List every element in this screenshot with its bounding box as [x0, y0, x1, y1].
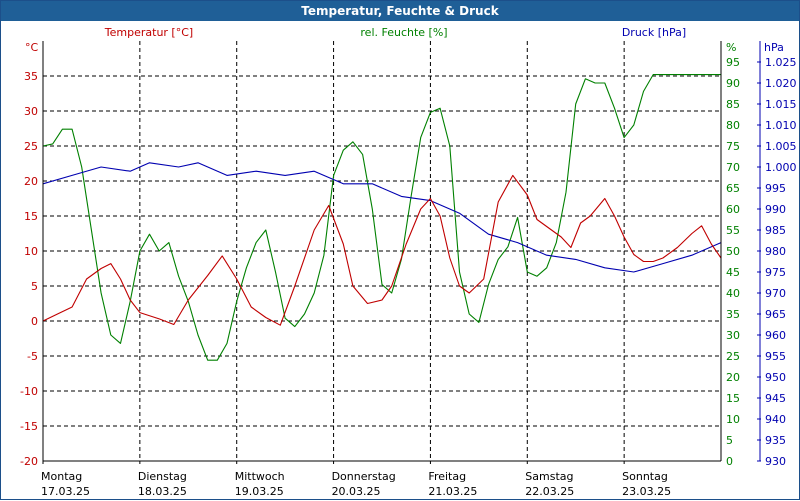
humidity-unit: %: [726, 41, 736, 54]
humidity-axis-label: rel. Feuchte [%]: [360, 26, 447, 39]
humidity-tick-label: 55: [726, 224, 740, 237]
x-tick-day: Mittwoch: [235, 470, 285, 483]
grid: [43, 41, 721, 461]
temperature-tick-label: 20: [24, 175, 38, 188]
x-tick-day: Dienstag: [138, 470, 187, 483]
pressure-tick-label: 970: [765, 287, 786, 300]
pressure-tick-label: 990: [765, 203, 786, 216]
series-line-temperature: [42, 174, 722, 326]
x-tick-date: 17.03.25: [41, 485, 90, 498]
x-tick-date: 20.03.25: [332, 485, 381, 498]
x-tick-day: Montag: [41, 470, 82, 483]
series-line-humidity: [42, 74, 721, 361]
humidity-tick-label: 60: [726, 203, 740, 216]
x-tick-day: Freitag: [428, 470, 466, 483]
pressure-tick-label: 975: [765, 266, 786, 279]
humidity-tick-label: 25: [726, 350, 740, 363]
pressure-tick-label: 1.000: [765, 161, 797, 174]
window-title: Temperatur, Feuchte & Druck: [1, 1, 799, 21]
temperature-unit: °C: [25, 41, 39, 54]
temperature-tick-label: -15: [20, 420, 38, 433]
axis-layer: -20 -15 -10 -5 0 5 10 15 20 25 30 35 0 5 10 15 20 25 30 35 4…: [20, 26, 796, 498]
x-tick-date: 23.03.25: [622, 485, 671, 498]
pressure-tick-label: 955: [765, 350, 786, 363]
humidity-tick-label: 0: [726, 455, 733, 468]
pressure-tick-label: 980: [765, 245, 786, 258]
temperature-tick-label: 0: [31, 315, 38, 328]
temperature-tick-label: -10: [20, 385, 38, 398]
x-tick-date: 19.03.25: [235, 485, 284, 498]
pressure-axis-label: Druck [hPa]: [622, 26, 686, 39]
temperature-tick-label: -20: [20, 455, 38, 468]
humidity-tick-label: 20: [726, 371, 740, 384]
humidity-tick-label: 5: [726, 434, 733, 447]
humidity-tick-label: 45: [726, 266, 740, 279]
temperature-axis-label: Temperatur [°C]: [104, 26, 193, 39]
series-layer: [42, 74, 722, 361]
pressure-tick-label: 960: [765, 329, 786, 342]
humidity-tick-label: 15: [726, 392, 740, 405]
pressure-tick-label: 945: [765, 392, 786, 405]
humidity-tick-label: 50: [726, 245, 740, 258]
pressure-tick-label: 1.010: [765, 119, 797, 132]
x-tick-date: 21.03.25: [428, 485, 477, 498]
pressure-tick-label: 965: [765, 308, 786, 321]
humidity-tick-label: 85: [726, 98, 740, 111]
humidity-tick-label: 70: [726, 161, 740, 174]
pressure-unit: hPa: [764, 41, 784, 54]
humidity-tick-label: 40: [726, 287, 740, 300]
temperature-tick-label: 10: [24, 245, 38, 258]
humidity-tick-label: 95: [726, 56, 740, 69]
temperature-tick-label: 15: [24, 210, 38, 223]
pressure-tick-label: 1.005: [765, 140, 797, 153]
humidity-tick-label: 65: [726, 182, 740, 195]
temperature-tick-label: 35: [24, 70, 38, 83]
x-tick-day: Samstag: [525, 470, 573, 483]
pressure-tick-label: 950: [765, 371, 786, 384]
humidity-tick-label: 90: [726, 77, 740, 90]
pressure-tick-label: 930: [765, 455, 786, 468]
humidity-tick-label: 35: [726, 308, 740, 321]
x-tick-day: Sonntag: [622, 470, 668, 483]
humidity-tick-label: 30: [726, 329, 740, 342]
pressure-tick-label: 985: [765, 224, 786, 237]
humidity-tick-label: 75: [726, 140, 740, 153]
series-line-pressure: [42, 162, 722, 273]
pressure-tick-label: 1.020: [765, 77, 797, 90]
humidity-tick-label: 10: [726, 413, 740, 426]
pressure-tick-label: 1.025: [765, 56, 797, 69]
pressure-tick-label: 1.015: [765, 98, 797, 111]
pressure-tick-label: 940: [765, 413, 786, 426]
x-tick-date: 22.03.25: [525, 485, 574, 498]
pressure-tick-label: 935: [765, 434, 786, 447]
x-tick-date: 18.03.25: [138, 485, 187, 498]
temperature-tick-label: -5: [27, 350, 38, 363]
humidity-tick-label: 80: [726, 119, 740, 132]
temperature-tick-label: 25: [24, 140, 38, 153]
temperature-tick-label: 30: [24, 105, 38, 118]
temperature-tick-label: 5: [31, 280, 38, 293]
pressure-tick-label: 995: [765, 182, 786, 195]
x-tick-day: Donnerstag: [332, 470, 396, 483]
